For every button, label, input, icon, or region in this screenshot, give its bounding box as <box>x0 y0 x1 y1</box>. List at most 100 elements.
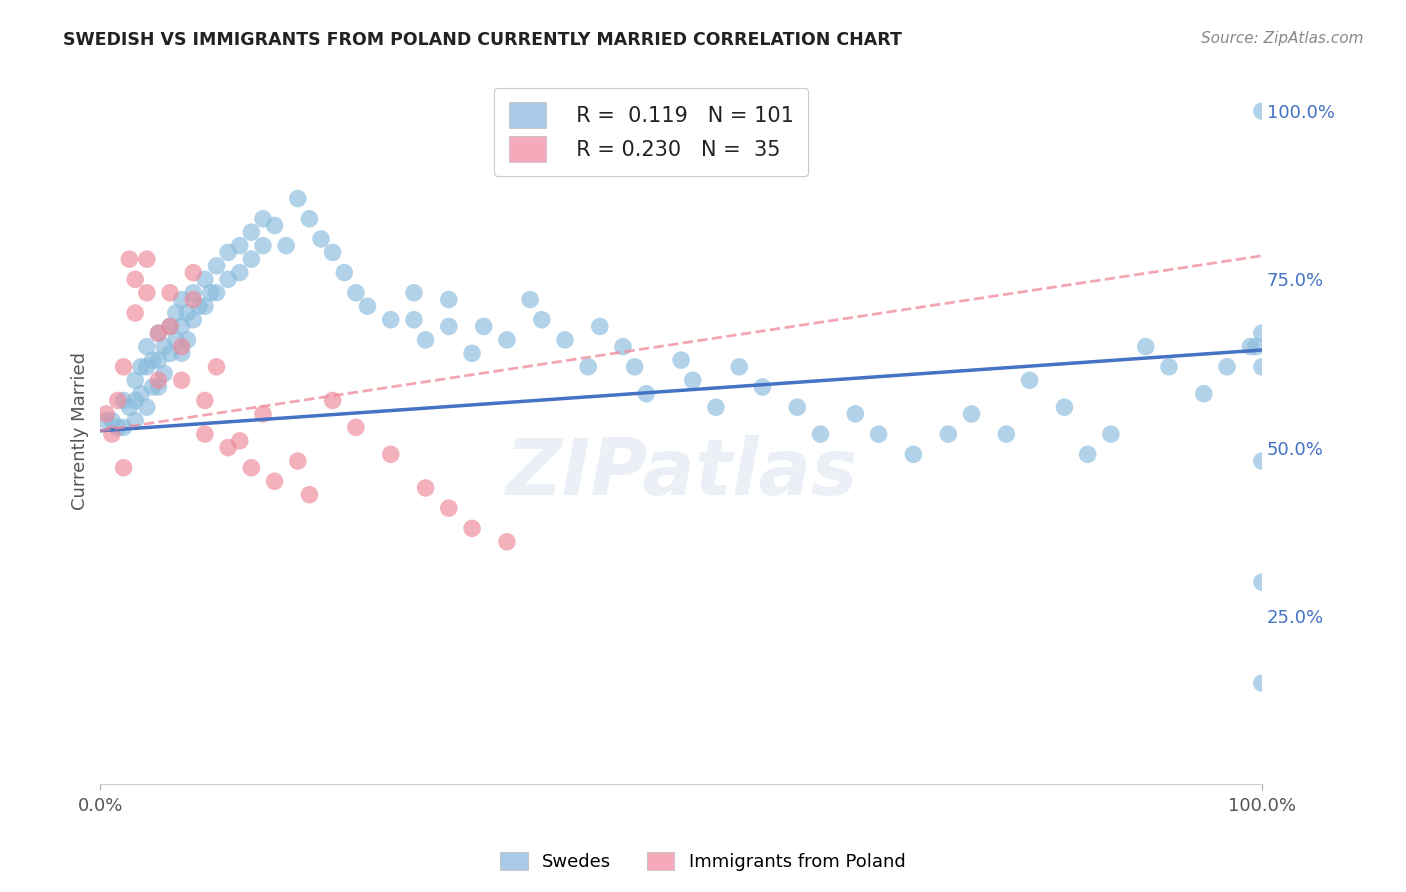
Point <box>124 373 146 387</box>
Point <box>287 192 309 206</box>
Point <box>868 427 890 442</box>
Point <box>844 407 866 421</box>
Point <box>194 427 217 442</box>
Point <box>636 386 658 401</box>
Point <box>276 238 298 252</box>
Point <box>129 386 152 401</box>
Point <box>240 225 263 239</box>
Point <box>263 474 285 488</box>
Point <box>496 333 519 347</box>
Point <box>229 266 252 280</box>
Point <box>176 306 198 320</box>
Point <box>112 359 135 374</box>
Point <box>181 285 204 300</box>
Legend:   R =  0.119   N = 101,   R = 0.230   N =  35: R = 0.119 N = 101, R = 0.230 N = 35 <box>494 87 808 177</box>
Point <box>1251 359 1274 374</box>
Point <box>135 340 157 354</box>
Point <box>1157 359 1180 374</box>
Point <box>159 346 181 360</box>
Point <box>402 285 425 300</box>
Point <box>298 211 321 226</box>
Point <box>252 211 274 226</box>
Point <box>135 359 157 374</box>
Point <box>960 407 983 421</box>
Point <box>101 427 124 442</box>
Point <box>1239 340 1261 354</box>
Point <box>107 420 129 434</box>
Point <box>124 414 146 428</box>
Point <box>1018 373 1040 387</box>
Point <box>170 319 193 334</box>
Point <box>240 460 263 475</box>
Point <box>240 252 263 267</box>
Point <box>181 266 204 280</box>
Point <box>519 293 541 307</box>
Point <box>344 285 367 300</box>
Point <box>1053 400 1076 414</box>
Point <box>682 373 704 387</box>
Point <box>176 333 198 347</box>
Point <box>194 299 217 313</box>
Text: Source: ZipAtlas.com: Source: ZipAtlas.com <box>1201 31 1364 46</box>
Point <box>1251 104 1274 119</box>
Point <box>1251 575 1274 590</box>
Point <box>402 312 425 326</box>
Point <box>124 393 146 408</box>
Legend: Swedes, Immigrants from Poland: Swedes, Immigrants from Poland <box>494 845 912 879</box>
Point <box>194 272 217 286</box>
Point <box>437 501 460 516</box>
Point <box>252 407 274 421</box>
Point <box>380 447 402 461</box>
Point <box>96 414 118 428</box>
Point <box>170 373 193 387</box>
Point <box>1251 676 1274 690</box>
Point <box>188 299 211 313</box>
Point <box>1251 326 1274 341</box>
Point <box>298 488 321 502</box>
Point <box>437 293 460 307</box>
Point <box>142 380 165 394</box>
Point <box>129 359 152 374</box>
Point <box>170 346 193 360</box>
Point <box>704 400 727 414</box>
Point <box>217 441 239 455</box>
Point <box>217 272 239 286</box>
Point <box>135 285 157 300</box>
Point <box>181 293 204 307</box>
Point <box>461 346 484 360</box>
Text: SWEDISH VS IMMIGRANTS FROM POLAND CURRENTLY MARRIED CORRELATION CHART: SWEDISH VS IMMIGRANTS FROM POLAND CURREN… <box>63 31 903 49</box>
Point <box>415 333 437 347</box>
Point <box>170 340 193 354</box>
Point <box>153 367 176 381</box>
Point <box>124 306 146 320</box>
Point <box>612 340 634 354</box>
Point <box>1244 340 1267 354</box>
Point <box>810 427 832 442</box>
Point <box>589 319 612 334</box>
Point <box>1099 427 1122 442</box>
Text: ZIPatlas: ZIPatlas <box>505 435 858 511</box>
Point <box>170 293 193 307</box>
Point <box>496 534 519 549</box>
Point <box>118 252 141 267</box>
Point <box>437 319 460 334</box>
Point <box>322 245 344 260</box>
Point <box>101 414 124 428</box>
Point <box>1077 447 1099 461</box>
Point <box>148 380 170 394</box>
Point <box>728 359 751 374</box>
Point <box>1216 359 1239 374</box>
Point <box>356 299 378 313</box>
Point <box>287 454 309 468</box>
Point <box>309 232 332 246</box>
Point <box>333 266 356 280</box>
Point <box>148 326 170 341</box>
Point <box>751 380 773 394</box>
Point <box>252 238 274 252</box>
Y-axis label: Currently Married: Currently Married <box>72 351 89 509</box>
Point <box>124 272 146 286</box>
Point <box>112 420 135 434</box>
Point <box>786 400 808 414</box>
Point <box>936 427 959 442</box>
Point <box>669 353 692 368</box>
